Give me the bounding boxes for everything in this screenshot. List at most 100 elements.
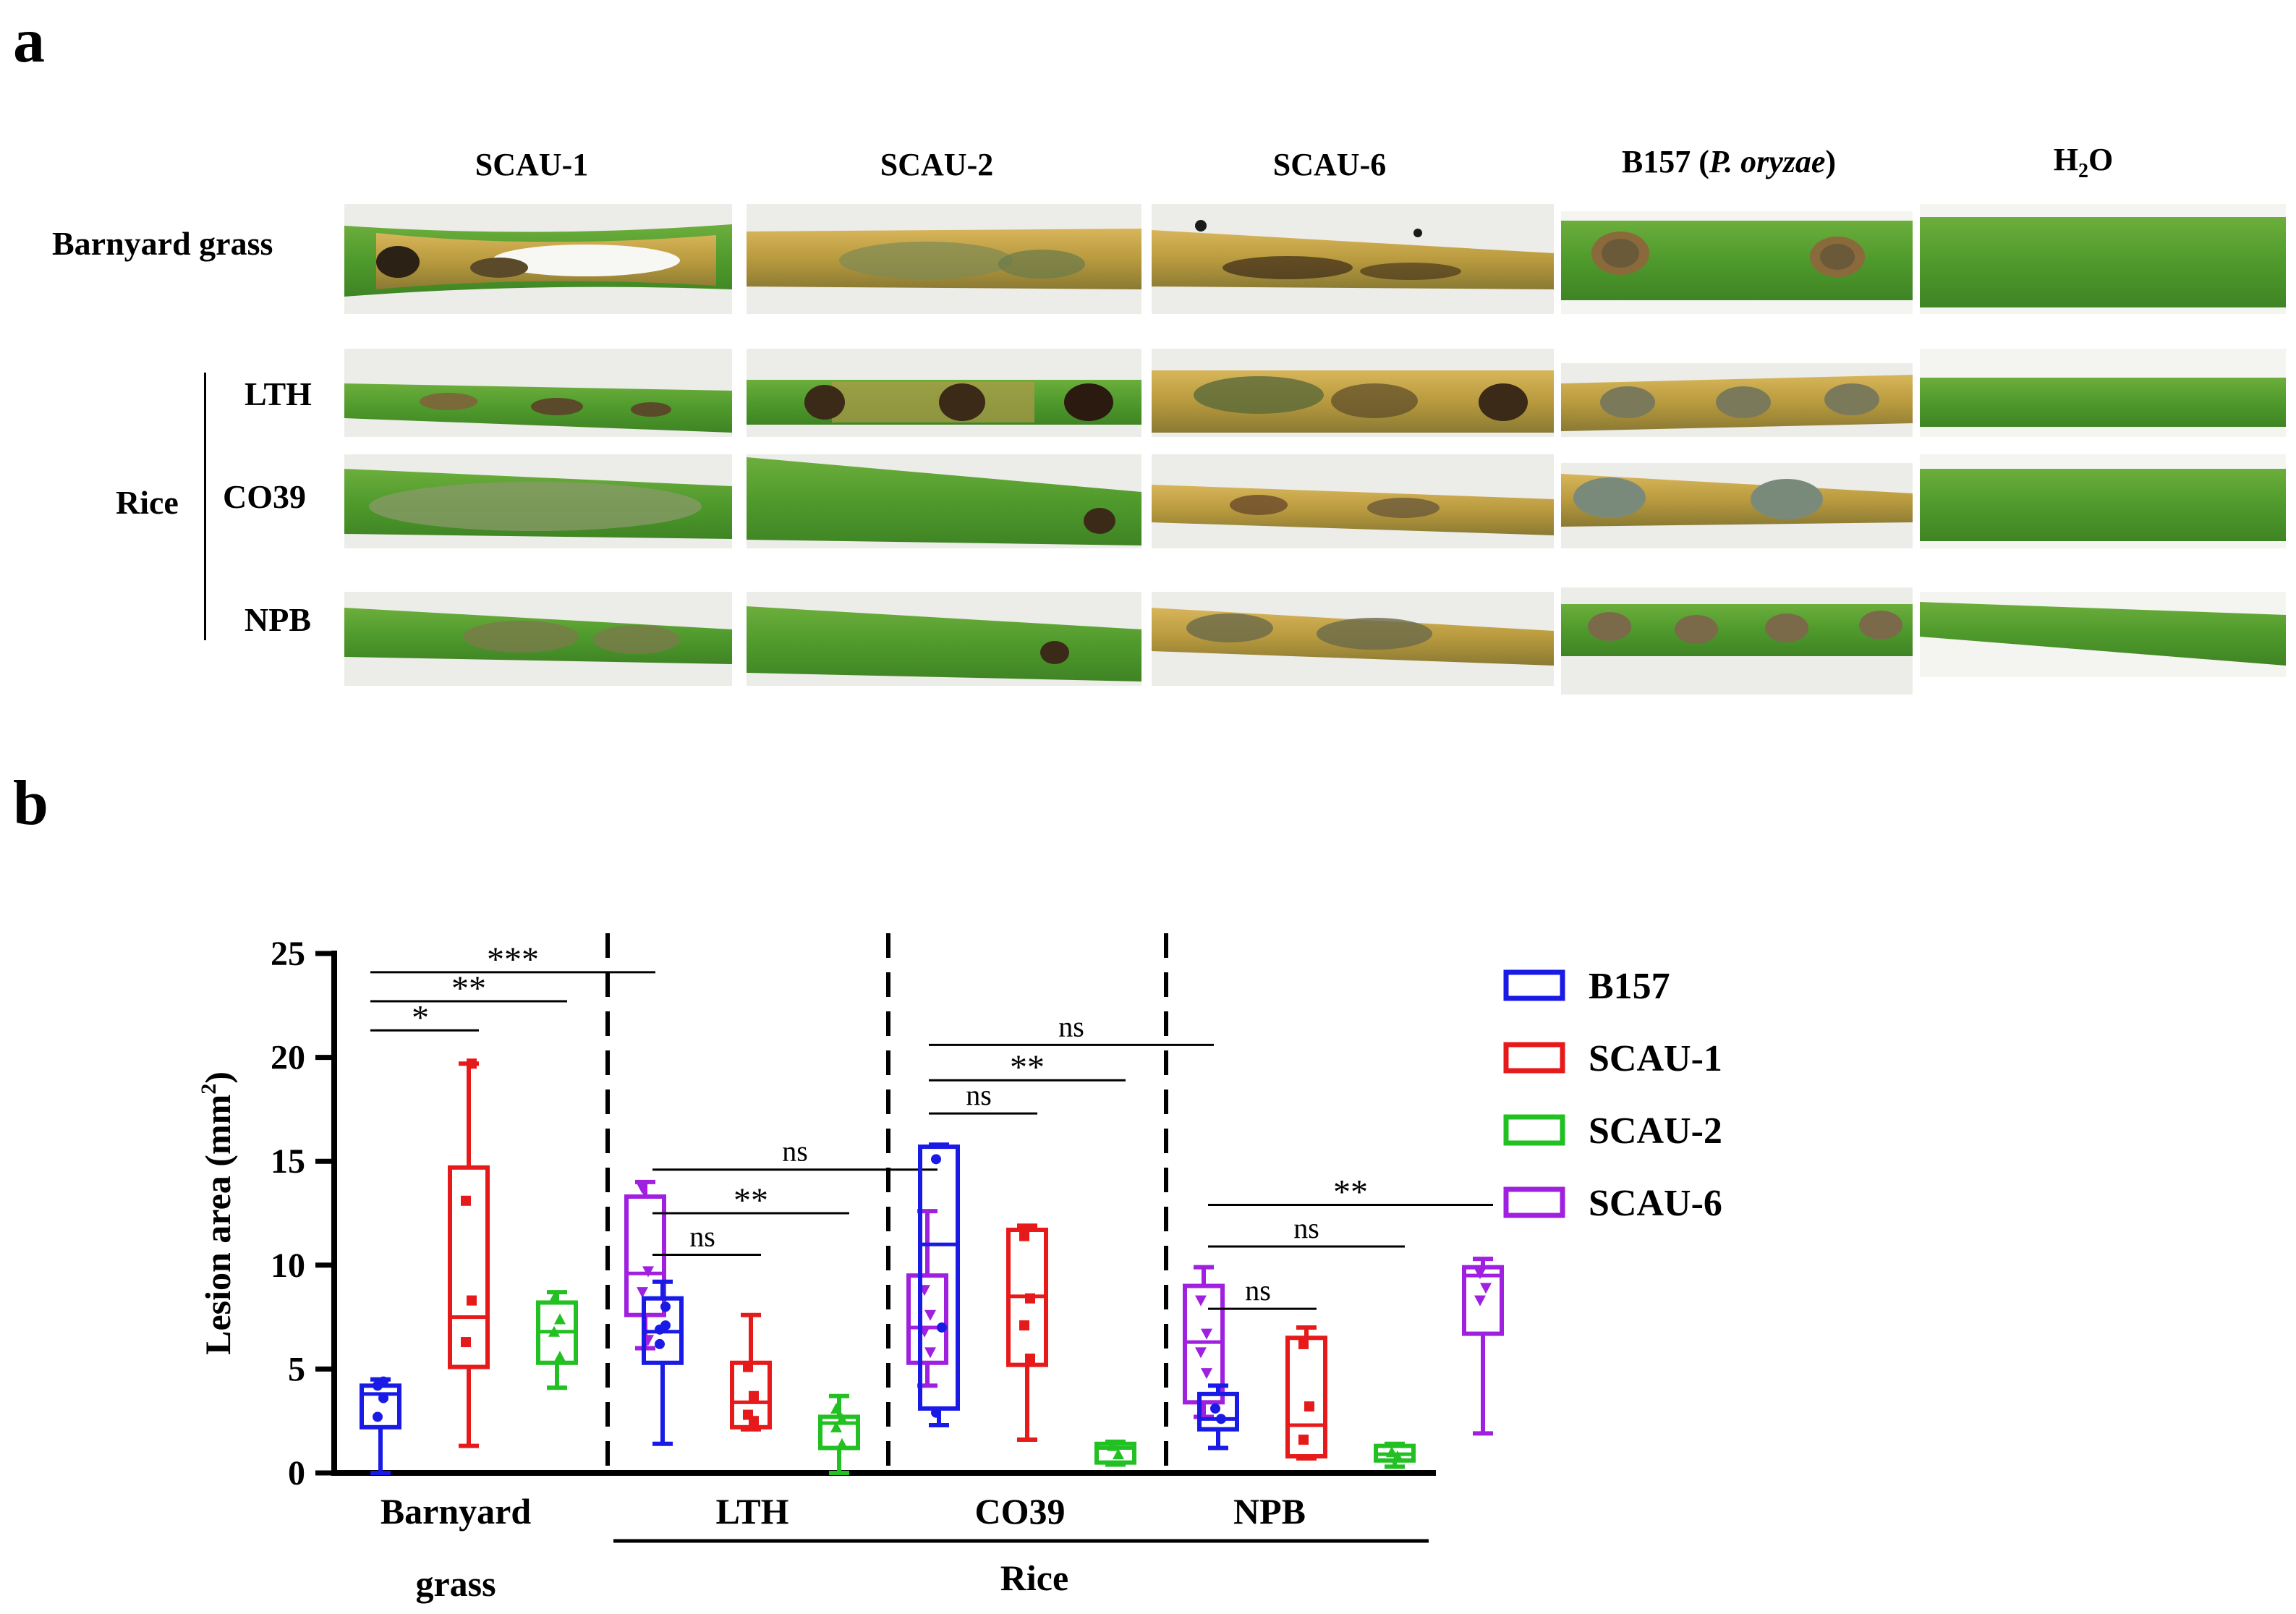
data-point — [1025, 1354, 1035, 1364]
data-point — [1304, 1401, 1314, 1412]
data-point — [830, 1402, 842, 1414]
y-axis-title-close: ) — [197, 1071, 238, 1084]
data-point — [655, 1338, 665, 1349]
data-point — [1107, 1440, 1118, 1451]
data-point — [924, 1347, 936, 1359]
leaf-npb-scau6 — [1152, 592, 1554, 686]
panel-a-label: a — [13, 6, 45, 76]
data-point — [836, 1437, 848, 1449]
leaf-co39-scau1 — [344, 454, 732, 548]
box-iqr — [448, 1165, 490, 1369]
significance-label: ns — [1293, 1212, 1319, 1244]
b157-pre: B157 ( — [1621, 144, 1709, 179]
row-header-co39: CO39 — [223, 478, 306, 515]
data-point — [836, 1413, 848, 1424]
significance-label: ** — [734, 1181, 768, 1220]
data-point — [373, 1411, 383, 1422]
significance-label: ns — [1245, 1274, 1271, 1307]
legend-label: B157 — [1589, 966, 1670, 1007]
data-point — [548, 1325, 560, 1337]
data-point — [461, 1337, 471, 1348]
column-header-scau1: SCAU-1 — [475, 147, 589, 182]
data-point — [1386, 1446, 1398, 1458]
leaf-photo-grid — [344, 204, 2286, 695]
significance-label: ns — [782, 1135, 808, 1168]
data-point — [467, 1058, 477, 1069]
box-iqr — [1197, 1391, 1239, 1432]
x-group-label: LTH — [715, 1491, 788, 1532]
data-point — [461, 1195, 471, 1206]
significance-label: * — [412, 998, 429, 1037]
x-group-label: NPB — [1233, 1491, 1306, 1532]
y-tick-label: 25 — [271, 935, 305, 973]
leaf-lth-scau2 — [747, 349, 1141, 437]
significance-label: ns — [966, 1079, 992, 1111]
significance-label: ** — [1333, 1173, 1368, 1212]
data-point — [749, 1416, 759, 1427]
significance-label: *** — [487, 940, 539, 979]
legend-label: SCAU-1 — [1589, 1038, 1722, 1079]
data-point — [1298, 1338, 1309, 1349]
data-point — [1113, 1448, 1124, 1460]
leaf-barnyard-scau6 — [1152, 204, 1554, 314]
leaf-co39-scau2 — [747, 454, 1141, 548]
legend-swatch — [1503, 969, 1565, 1001]
data-point — [637, 1287, 648, 1299]
data-point — [660, 1301, 671, 1312]
data-point — [830, 1421, 842, 1432]
data-point — [931, 1154, 941, 1165]
panel-b-label: b — [13, 768, 48, 838]
leaf-co39-h2o — [1920, 454, 2286, 548]
leaf-co39-scau6 — [1152, 454, 1554, 548]
data-point — [924, 1309, 936, 1321]
y-tick-label: 10 — [271, 1246, 305, 1285]
data-point — [1019, 1320, 1029, 1331]
x-group-sublabel: grass — [415, 1563, 496, 1604]
box-iqr — [1094, 1441, 1136, 1465]
data-point — [1474, 1295, 1486, 1307]
legend-label: SCAU-6 — [1589, 1183, 1722, 1224]
row-header-barnyard-grass: Barnyard grass — [52, 225, 273, 262]
data-point — [1201, 1328, 1212, 1340]
box-iqr — [1462, 1265, 1504, 1336]
column-header-h2o: H2O — [1895, 141, 2271, 183]
data-point — [749, 1390, 759, 1401]
h2o-o: O — [2088, 142, 2114, 177]
legend-label: SCAU-2 — [1589, 1110, 1722, 1152]
y-tick-label: 0 — [288, 1454, 305, 1492]
data-point — [1025, 1293, 1035, 1304]
leaf-barnyard-scau2 — [747, 204, 1141, 314]
leaf-barnyard-b157 — [1561, 211, 1913, 314]
data-point — [554, 1351, 566, 1362]
leaf-npb-scau1 — [344, 592, 732, 686]
data-point — [378, 1376, 388, 1387]
y-axis-title-text: Lesion area (mm — [197, 1095, 238, 1355]
data-point — [1210, 1403, 1220, 1414]
data-point — [378, 1393, 388, 1403]
data-point — [1216, 1414, 1226, 1424]
data-point — [467, 1295, 477, 1306]
data-point — [1298, 1435, 1309, 1445]
rice-group-bracket-line — [204, 373, 206, 640]
leaf-npb-h2o — [1920, 592, 2286, 677]
box-iqr — [1183, 1283, 1225, 1405]
leaf-lth-h2o — [1920, 349, 2286, 437]
y-tick-label: 15 — [271, 1142, 305, 1181]
b157-post: ) — [1825, 144, 1837, 179]
data-point — [1392, 1451, 1403, 1462]
x-group-label: CO39 — [975, 1491, 1066, 1532]
x-group-label: Barnyard — [380, 1491, 532, 1532]
data-point — [937, 1322, 947, 1333]
data-point — [1480, 1283, 1492, 1294]
data-point — [1201, 1368, 1212, 1380]
significance-label: ns — [1058, 1010, 1084, 1042]
data-point — [1019, 1231, 1029, 1241]
significance-label: ** — [1010, 1048, 1045, 1087]
leaf-barnyard-scau1 — [344, 204, 732, 314]
legend-swatch — [1503, 1042, 1565, 1074]
rice-bracket-label: Rice — [1000, 1558, 1068, 1598]
data-point — [637, 1183, 648, 1194]
leaf-npb-b157 — [1561, 587, 1913, 695]
row-header-lth: LTH — [245, 375, 312, 412]
